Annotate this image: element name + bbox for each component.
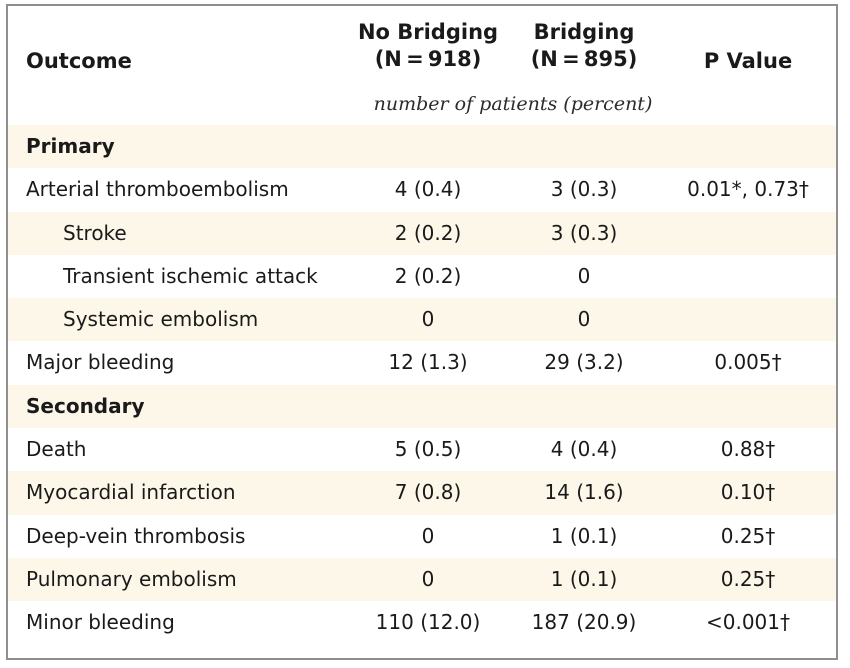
row-label: Deep-vein thrombosis	[26, 523, 246, 548]
header-units: number of patients (percent)	[373, 93, 653, 115]
header-outcome: Outcome	[26, 49, 132, 73]
cell-bridging: 1 (0.1)	[550, 566, 618, 591]
cell-no-bridging: 110 (12.0)	[375, 610, 481, 635]
row-label: Death	[26, 437, 87, 462]
cell-no-bridging: 2 (0.2)	[394, 263, 462, 288]
row-label: Stroke	[63, 220, 127, 245]
cell-p-value: <0.001†	[705, 610, 790, 635]
cell-bridging: 29 (3.2)	[544, 350, 624, 375]
cell-no-bridging: 0	[421, 307, 435, 332]
row-label: Transient ischemic attack	[63, 263, 318, 288]
row-label: Minor bleeding	[26, 610, 175, 635]
section-row: Secondary	[8, 384, 836, 429]
cell-bridging: 3 (0.3)	[550, 220, 618, 245]
row-label: Myocardial infarction	[26, 480, 236, 505]
table-row: Myocardial infarction 7 (0.8) 14 (1.6) 0.10…	[8, 471, 836, 515]
cell-bridging: 0	[577, 307, 591, 332]
table-header: Outcome No Bridging (N = 918) Bridging (…	[8, 6, 836, 124]
cell-no-bridging: 7 (0.8)	[394, 480, 462, 505]
row-label: Arterial thromboembolism	[26, 177, 289, 202]
row-label: Major bleeding	[26, 350, 175, 375]
table-row: Stroke 2 (0.2) 3 (0.3)	[8, 211, 836, 255]
table-row: Arterial thromboembolism 4 (0.4) 3 (0.3) 0.…	[8, 168, 836, 211]
table-row: Deep-vein thrombosis 0 1 (0.1) 0.25†	[8, 515, 836, 558]
header-p-value: P Value	[703, 49, 793, 73]
cell-bridging: 14 (1.6)	[544, 480, 624, 505]
table-row: Transient ischemic attack 2 (0.2) 0	[8, 255, 836, 298]
table-row: Minor bleeding 110 (12.0) 187 (20.9) <0.001…	[8, 601, 836, 644]
header-no-bridging: No Bridging (N = 918)	[338, 19, 518, 73]
header-bridging-n: (N = 895)	[530, 47, 638, 71]
header-bridging-title: Bridging	[533, 20, 635, 44]
cell-p-value: 0.25†	[720, 523, 776, 548]
cell-no-bridging: 2 (0.2)	[394, 220, 462, 245]
row-label: Systemic embolism	[63, 307, 259, 332]
cell-p-value: 0.25†	[720, 566, 776, 591]
table-body: Primary Arterial thromboembolism 4 (0.4) 3 …	[8, 125, 836, 645]
row-label: Pulmonary embolism	[26, 566, 237, 591]
cell-no-bridging: 12 (1.3)	[388, 350, 468, 375]
row-label: Primary	[26, 134, 115, 158]
cell-no-bridging: 0	[421, 523, 435, 548]
header-no-bridging-n: (N = 918)	[374, 47, 482, 71]
cell-no-bridging: 4 (0.4)	[394, 177, 462, 202]
header-no-bridging-title: No Bridging	[357, 20, 499, 44]
table-row: Systemic embolism 0 0	[8, 298, 836, 342]
table-row: Death 5 (0.5) 4 (0.4) 0.88†	[8, 428, 836, 471]
cell-p-value: 0.88†	[720, 437, 776, 462]
header-bridging: Bridging (N = 895)	[494, 19, 674, 73]
top-rule	[6, 4, 838, 6]
cell-p-value: 0.005†	[714, 350, 782, 375]
cell-p-value: 0.01*, 0.73†	[687, 177, 809, 202]
cell-bridging: 3 (0.3)	[550, 177, 618, 202]
table-row: Major bleeding 12 (1.3) 29 (3.2) 0.005†	[8, 341, 836, 384]
cell-p-value: 0.10†	[720, 480, 776, 505]
cell-bridging: 1 (0.1)	[550, 523, 618, 548]
cell-bridging: 4 (0.4)	[550, 437, 618, 462]
cell-bridging: 0	[577, 263, 591, 288]
cell-bridging: 187 (20.9)	[531, 610, 637, 635]
table-row: Pulmonary embolism 0 1 (0.1) 0.25†	[8, 557, 836, 602]
section-row: Primary	[8, 125, 836, 169]
cell-no-bridging: 5 (0.5)	[394, 437, 462, 462]
row-label: Secondary	[26, 393, 145, 418]
cell-no-bridging: 0	[421, 566, 435, 591]
